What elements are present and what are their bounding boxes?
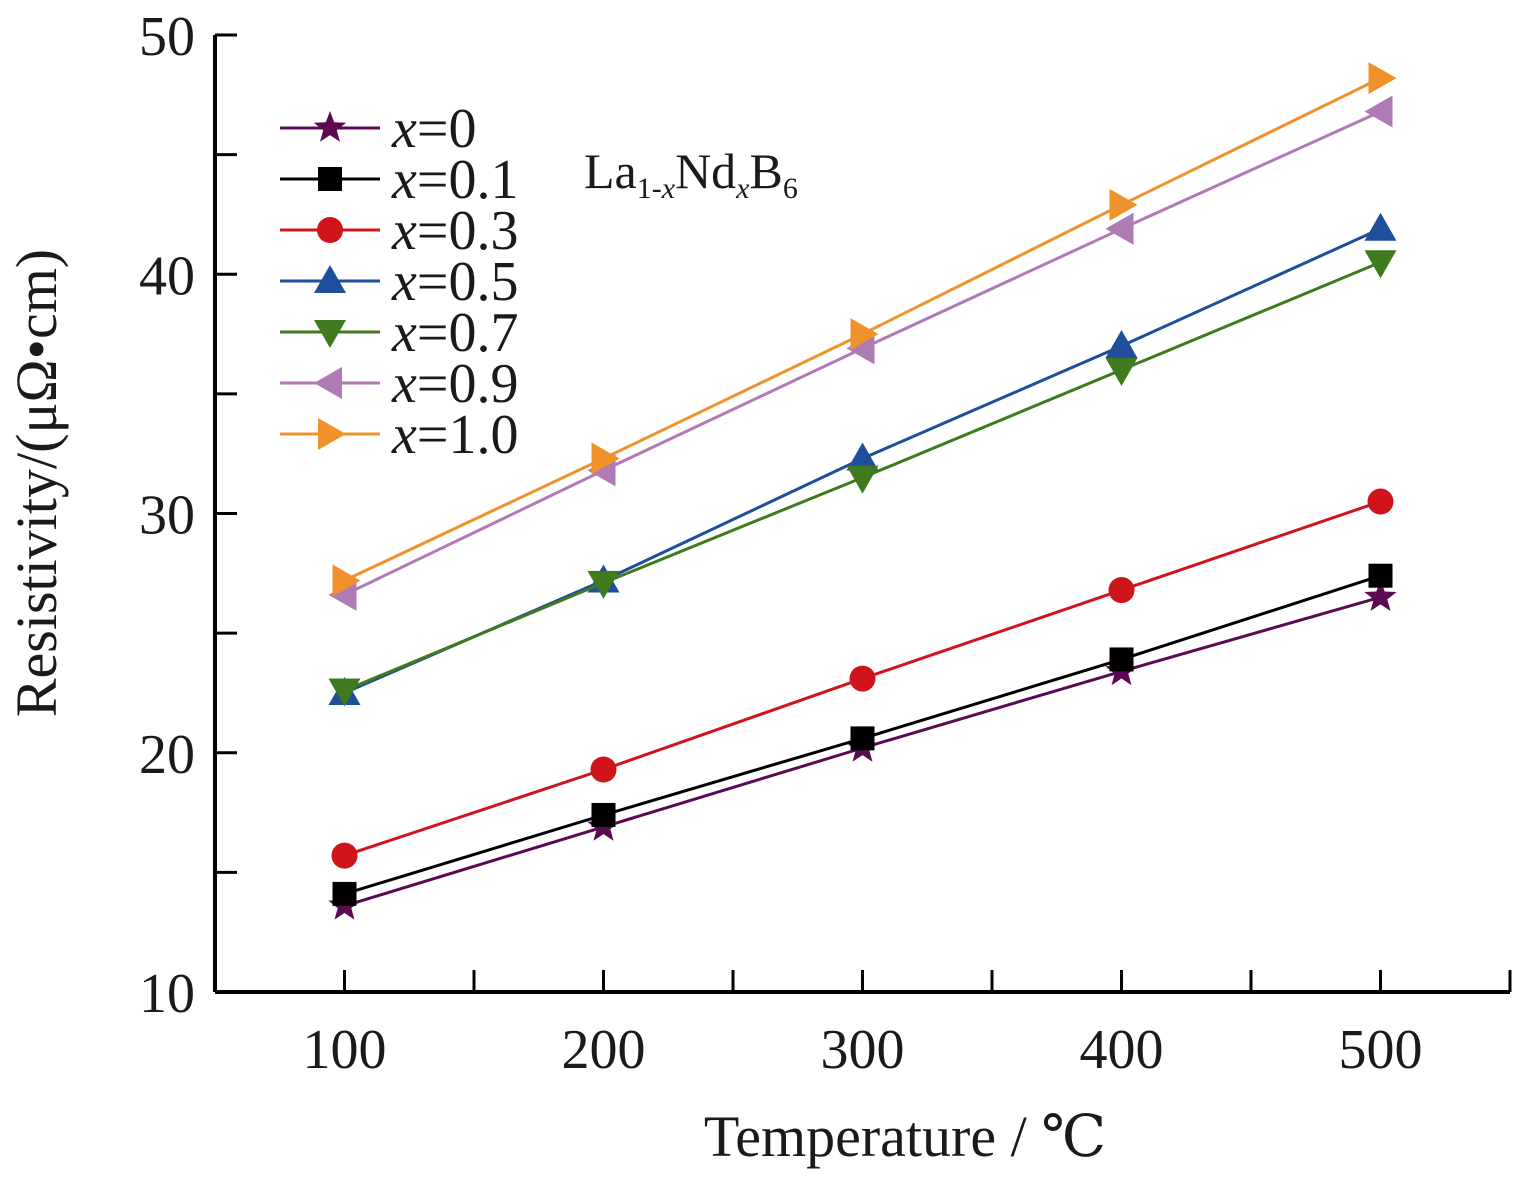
legend-var: x [391,200,417,262]
series-group [328,250,1397,707]
data-point [1108,577,1135,604]
annotation-sub-6: 6 [783,172,798,205]
data-point [332,564,361,597]
legend-entry: x=0.1 [280,149,518,211]
legend-var: x [391,251,417,313]
legend-marker [313,111,347,142]
data-point [1364,250,1397,279]
x-tick-label: 100 [303,1019,387,1081]
data-point [850,318,879,351]
y-tick-label: 40 [139,245,195,307]
legend-value: =0 [417,98,477,160]
data-point [1109,647,1134,672]
legend-label: x=1.0 [391,404,518,466]
data-point [332,881,357,906]
x-tick-label: 200 [562,1019,646,1081]
legend-label: x=0.9 [391,353,518,415]
annotation-sub-x2: x [735,172,750,205]
legend-marker [314,265,346,293]
legend-entry: x=0.5 [280,251,518,313]
annotation-sub-1: 1- [637,172,662,205]
compound-annotation: La1-xNdxB6 [584,143,798,205]
data-point [587,570,620,599]
legend-entry: x=0.3 [280,200,518,262]
legend-entry: x=0.9 [280,353,518,415]
data-point [328,578,357,611]
data-point [1109,188,1138,221]
legend-label: x=0 [391,98,476,160]
data-point [846,465,879,494]
data-point [1368,62,1397,95]
legend-label: x=0.7 [391,302,518,364]
data-point [1364,212,1397,241]
x-tick-label: 300 [821,1019,905,1081]
legend-marker [317,217,343,243]
data-point [850,726,875,751]
legend-marker [314,367,342,399]
legend-value: =0.5 [417,251,519,313]
data-point [849,665,876,692]
data-point [1367,488,1394,515]
x-tick-label: 500 [1339,1019,1423,1081]
data-point [591,802,616,827]
legend-value: =1.0 [417,404,519,466]
data-point [591,442,620,475]
y-tick-label: 20 [139,724,195,786]
data-point [1364,95,1393,128]
data-point [1105,330,1138,359]
legend-label: x=0.1 [391,149,518,211]
series-group [331,488,1394,869]
x-tick-label: 400 [1080,1019,1164,1081]
legend-value: =0.7 [417,302,519,364]
legend-var: x [391,404,417,466]
legend-marker [314,320,346,348]
data-point [846,332,875,365]
y-axis-title: Resistivity/(μΩ•cm) [4,249,69,717]
y-tick-label: 10 [139,963,195,1025]
axes: 100 200 300 400 500 10 20 30 40 50 [139,6,1512,1081]
legend-value: =0.1 [417,149,519,211]
legend-label: x=0.3 [391,200,518,262]
legend-var: x [391,353,417,415]
legend-entry: x=1.0 [280,404,518,466]
x-axis-title: Temperature / ℃ [704,1104,1106,1169]
legend-entry: x=0.7 [280,302,518,364]
legend-value: =0.9 [417,353,519,415]
y-tick-label: 50 [139,6,195,68]
data-point [328,678,361,707]
legend-var: x [391,302,417,364]
annotation-sub-x1: x [661,172,676,205]
data-point [1364,580,1397,611]
legend-label: x=0.5 [391,251,518,313]
series-group [332,563,1393,906]
legend-entry: x=0 [280,98,476,160]
legend-var: x [391,149,417,211]
series-layer [328,62,1397,920]
data-point [590,756,617,783]
y-tick-label: 30 [139,485,195,547]
data-point [1105,357,1138,386]
legend-marker [318,167,342,191]
data-point [1105,212,1134,245]
annotation-b: B [750,143,783,199]
series-group [332,62,1397,597]
annotation-nd: Nd [675,143,736,199]
data-point [331,842,358,869]
legend-value: =0.3 [417,200,519,262]
legend: x=0x=0.1x=0.3x=0.5x=0.7x=0.9x=1.0 [280,98,518,466]
data-point [846,442,879,471]
series-group [328,95,1393,611]
annotation-la: La [584,143,637,199]
legend-marker [318,418,346,450]
data-point [1368,563,1393,588]
legend-var: x [391,98,417,160]
